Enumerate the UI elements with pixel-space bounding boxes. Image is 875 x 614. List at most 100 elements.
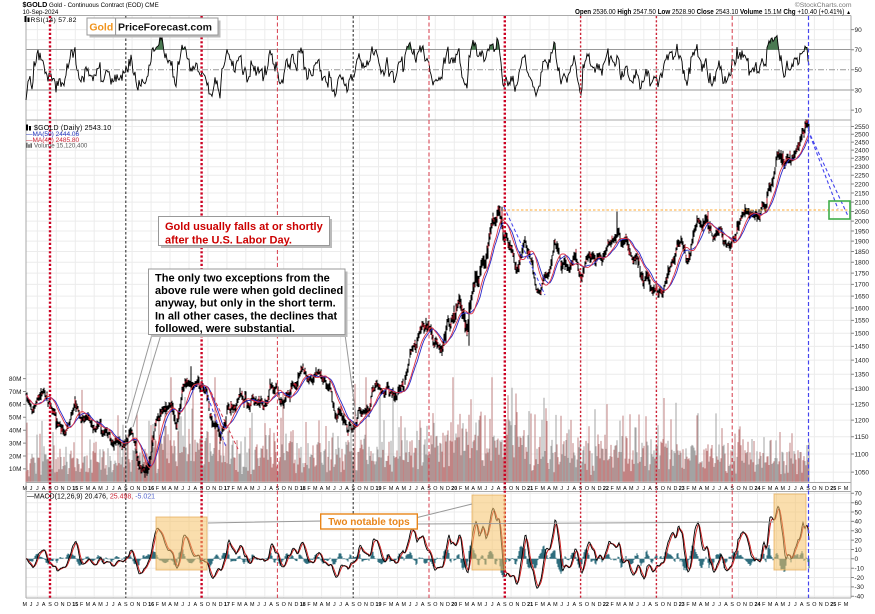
svg-text:N: N [516,486,520,492]
svg-text:followed, were substantial.: followed, were substantial. [155,323,295,335]
svg-text:D: D [825,602,829,608]
svg-text:Volume 15,120,400: Volume 15,120,400 [34,143,88,150]
svg-text:J: J [788,602,791,608]
svg-text:A: A [42,486,46,492]
svg-text:S: S [655,486,659,492]
svg-text:N: N [61,602,65,608]
svg-text:J: J [415,602,418,608]
svg-text:J: J [188,486,191,492]
svg-text:J: J [636,486,639,492]
svg-text:D: D [370,486,374,492]
svg-text:A: A [320,486,324,492]
svg-text:10M: 10M [9,466,22,473]
svg-text:1800: 1800 [855,260,870,267]
svg-text:10-Sep-2024: 10-Sep-2024 [23,9,59,16]
svg-text:A: A [168,486,172,492]
svg-text:N: N [212,486,216,492]
svg-text:A: A [724,486,728,492]
svg-text:J: J [718,486,721,492]
svg-text:N: N [743,486,747,492]
svg-text:Gold - Continuous Contract (EO: Gold - Continuous Contract (EOD) CME [49,2,159,9]
svg-text:F: F [307,486,311,492]
svg-text:D: D [825,486,829,492]
svg-text:J: J [415,486,418,492]
svg-text:—MACD(12,26,9) 20.476, 25.498,: —MACD(12,26,9) 20.476, 25.498, -5.021 [27,493,155,500]
svg-text:A: A [775,602,779,608]
svg-text:O: O [433,486,437,492]
svg-text:-40: -40 [855,594,865,601]
svg-text:J: J [642,486,645,492]
svg-text:O: O [282,486,286,492]
svg-text:A: A [168,602,172,608]
svg-text:1750: 1750 [855,270,870,277]
svg-text:22: 22 [603,602,609,608]
svg-text:N: N [516,602,520,608]
svg-text:M: M [540,602,545,608]
svg-text:O: O [206,486,210,492]
svg-text:23: 23 [679,602,685,608]
svg-text:S: S [48,486,52,492]
svg-text:1900: 1900 [855,238,870,245]
svg-text:O: O [509,486,513,492]
svg-text:J: J [112,486,115,492]
svg-text:1500: 1500 [855,331,870,338]
svg-text:O: O [736,602,740,608]
svg-text:M: M [161,486,166,492]
svg-text:M: M [237,602,242,608]
svg-text:N: N [136,602,140,608]
svg-text:A: A [497,486,501,492]
svg-text:M: M [389,602,394,608]
svg-text:30: 30 [855,87,863,94]
svg-text:A: A [421,602,425,608]
svg-text:M: M [161,602,166,608]
svg-text:M: M [629,602,634,608]
svg-text:RSI(14) 57.82: RSI(14) 57.82 [31,17,77,24]
svg-text:N: N [591,602,595,608]
svg-text:F: F [762,486,766,492]
svg-text:F: F [156,602,160,608]
svg-text:O: O [812,602,816,608]
svg-text:S: S [427,486,431,492]
svg-text:S: S [48,602,52,608]
svg-text:15: 15 [72,486,78,492]
svg-text:70: 70 [855,491,863,498]
svg-text:2100: 2100 [855,199,870,206]
svg-text:D: D [67,602,71,608]
svg-text:N: N [819,602,823,608]
svg-text:1250: 1250 [855,402,870,409]
svg-text:D: D [294,486,298,492]
svg-text:1300: 1300 [855,386,870,393]
svg-text:A: A [623,602,627,608]
svg-text:M: M [692,602,697,608]
svg-text:M: M [86,602,91,608]
svg-text:J: J [333,486,336,492]
svg-text:18: 18 [300,602,306,608]
svg-text:J: J [560,602,563,608]
svg-text:20: 20 [451,486,457,492]
svg-text:above rule were when gold decl: above rule were when gold declined [155,285,343,297]
svg-text:A: A [547,486,551,492]
svg-text:18: 18 [300,486,306,492]
svg-text:2150: 2150 [855,190,870,197]
svg-text:2500: 2500 [855,132,870,139]
svg-text:after the U.S. Labor Day.: after the U.S. Labor Day. [165,235,292,247]
svg-text:D: D [673,602,677,608]
svg-text:2050: 2050 [855,209,870,216]
svg-text:25: 25 [830,602,836,608]
svg-text:J: J [718,602,721,608]
svg-text:O: O [282,602,286,608]
svg-text:F: F [156,486,160,492]
svg-text:D: D [143,602,147,608]
svg-text:O: O [357,486,361,492]
svg-text:1600: 1600 [855,305,870,312]
svg-text:F: F [383,602,387,608]
svg-text:M: M [781,602,786,608]
svg-text:M: M [705,602,710,608]
svg-text:N: N [364,602,368,608]
svg-text:50M: 50M [9,415,22,422]
svg-text:M: M [326,486,331,492]
svg-text:70: 70 [855,47,863,54]
svg-text:2000: 2000 [855,218,870,225]
svg-text:M: M [22,602,27,608]
svg-text:M: M [477,602,482,608]
